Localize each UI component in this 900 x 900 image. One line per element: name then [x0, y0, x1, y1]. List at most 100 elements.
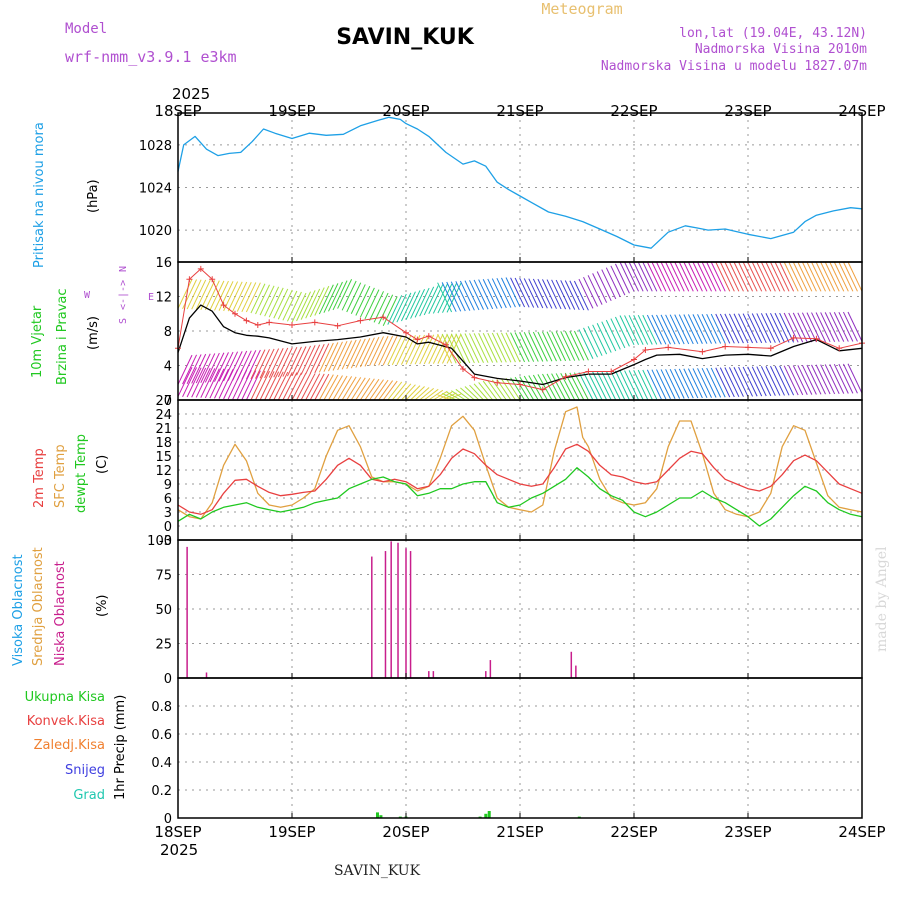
precip-legend-total: Ukupna Kisa — [25, 690, 105, 705]
wind-barb — [209, 368, 225, 399]
model-name: wrf-nmm_v3.9.1 e3km — [65, 48, 237, 66]
wind-barb — [286, 346, 302, 377]
wind-barb — [491, 278, 507, 309]
wind-barb — [770, 312, 785, 343]
wind-barb — [537, 278, 553, 309]
gust-point — [471, 374, 478, 381]
wind-barb — [441, 392, 457, 401]
wind-barb — [651, 369, 667, 400]
temp-unit: (C) — [95, 455, 110, 474]
temp-label-sfc: SFC Temp — [53, 444, 68, 508]
wind-barb — [209, 352, 225, 383]
wind-barb — [218, 281, 234, 311]
wind-barb — [214, 352, 229, 382]
wind-barb — [687, 261, 703, 292]
wind-barb — [487, 278, 503, 309]
wind-barb — [250, 370, 266, 401]
wind-barb — [236, 350, 252, 381]
wind-barb — [683, 261, 699, 292]
gust-point — [813, 335, 820, 342]
gust-point — [631, 356, 637, 363]
wind-barb — [537, 374, 553, 401]
wind-barb — [218, 351, 234, 382]
wind-barb — [756, 313, 772, 343]
wind-barb — [697, 368, 712, 398]
wind-barb — [747, 313, 763, 344]
wind-barb — [241, 282, 257, 313]
wind-barb — [501, 378, 516, 401]
wind-barb — [450, 333, 466, 364]
wind-barb — [523, 375, 539, 401]
precip-bar — [376, 812, 379, 818]
wind-barb — [214, 280, 229, 311]
wind-barb — [779, 261, 795, 292]
gust-point — [232, 310, 238, 317]
wind-barb — [728, 313, 744, 344]
wind-barb — [542, 331, 557, 362]
wind-barb — [373, 335, 389, 366]
wind-barb — [583, 372, 598, 401]
wind-barb — [820, 312, 836, 342]
compass-west: W — [84, 290, 91, 301]
wind-barb — [309, 287, 325, 318]
wind-barb — [391, 382, 407, 401]
y-tick-label: 3 — [164, 506, 172, 521]
y-tick-label: 1020 — [139, 224, 172, 239]
wind-barb — [605, 371, 621, 401]
wind-barb — [519, 376, 535, 401]
wind-barb — [637, 369, 653, 400]
wind-barb — [469, 280, 484, 310]
wind-barb — [829, 261, 845, 292]
wind-barb — [765, 366, 781, 396]
wind-barb — [774, 365, 790, 396]
wind-barb — [414, 287, 430, 318]
wind-barb — [824, 312, 840, 342]
wind-barb — [751, 261, 767, 292]
gust-point — [562, 373, 569, 380]
wind-barb — [337, 376, 353, 401]
wind-barb — [186, 354, 202, 385]
x-tick-label-top: 18SEP — [154, 102, 201, 120]
gust-point — [186, 276, 193, 283]
wind-barb — [510, 277, 526, 308]
wind-barb — [719, 313, 735, 344]
wind-barb — [660, 314, 676, 345]
wind-barb — [583, 276, 598, 307]
wind-barb — [783, 261, 799, 292]
gust-point — [517, 381, 523, 388]
wind-barb — [838, 261, 854, 292]
wind-barb — [710, 367, 726, 398]
wind-barb — [491, 379, 507, 401]
wind-barb — [177, 354, 193, 385]
wind-barb — [592, 371, 608, 401]
wind-barb — [446, 333, 462, 364]
wind-barb — [833, 363, 849, 394]
model-elevation-text: Nadmorska Visina u modelu 1827.07m — [601, 59, 867, 74]
wind-barb — [706, 313, 722, 344]
gust-point — [414, 336, 421, 343]
wind-barb — [751, 313, 767, 344]
wind-barb — [300, 345, 316, 375]
wind-barb — [500, 332, 516, 363]
wind-barb — [774, 261, 790, 292]
model-label: Model — [65, 21, 107, 37]
wind-barb — [564, 280, 580, 311]
wind-barb — [318, 374, 334, 401]
wind-barb — [811, 364, 826, 395]
wind-barb — [328, 341, 343, 372]
wind-barb — [678, 368, 694, 399]
wind-barb — [487, 332, 503, 363]
wind-barb — [286, 291, 302, 322]
y-tick-label: 0 — [164, 672, 172, 687]
wind-barb — [637, 314, 653, 345]
wind-barb — [350, 338, 366, 369]
wind-barb — [437, 394, 452, 401]
wind-barb — [724, 313, 740, 344]
wind-barb — [387, 381, 403, 401]
wind-barb — [182, 367, 198, 397]
chart-marks — [175, 116, 865, 818]
wind-barb — [747, 366, 763, 397]
wind-barb — [469, 333, 484, 363]
wind-barb — [528, 331, 544, 362]
